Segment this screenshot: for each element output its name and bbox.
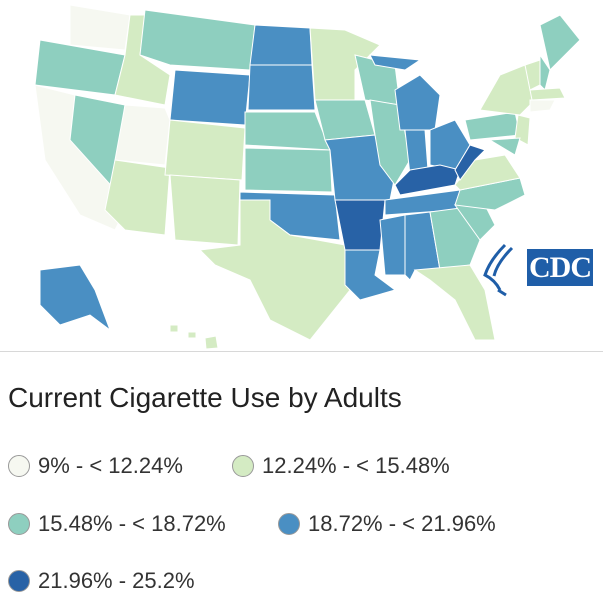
state-hi[interactable]: [187, 331, 197, 339]
legend-item: 9% - < 12.24%: [8, 453, 183, 479]
state-pa[interactable]: [464, 111, 521, 141]
legend-swatch: [232, 455, 254, 477]
state-wv[interactable]: [454, 144, 486, 181]
legend-label: 9% - < 12.24%: [38, 453, 183, 478]
legend-item: 21.96% - 25.2%: [8, 568, 195, 594]
state-ia[interactable]: [314, 99, 376, 141]
state-az[interactable]: [104, 159, 171, 236]
divider: [0, 351, 603, 352]
state-wy[interactable]: [169, 69, 251, 126]
legend-item: 18.72% - < 21.96%: [278, 511, 496, 537]
state-tx[interactable]: [198, 199, 351, 341]
state-md[interactable]: [488, 137, 521, 156]
state-ks[interactable]: [244, 147, 333, 193]
state-fl[interactable]: [413, 264, 496, 341]
legend-label: 12.24% - < 15.48%: [262, 453, 450, 478]
legend-title: Current Cigarette Use by Adults: [8, 382, 402, 413]
legend-item: 15.48% - < 18.72%: [8, 511, 226, 537]
state-me[interactable]: [539, 14, 581, 71]
state-ga[interactable]: [429, 207, 481, 271]
state-ut[interactable]: [114, 104, 171, 166]
legend-swatch: [8, 455, 30, 477]
state-la[interactable]: [344, 249, 397, 301]
legend-label: 21.96% - 25.2%: [38, 568, 195, 593]
state-ak[interactable]: [39, 264, 112, 332]
state-hi[interactable]: [204, 335, 219, 350]
legend-swatch: [8, 570, 30, 592]
legend-label: 18.72% - < 21.96%: [308, 511, 496, 536]
state-mt[interactable]: [139, 9, 256, 71]
cdc-eagle-icon: [483, 243, 514, 297]
state-mi[interactable]: [394, 74, 441, 131]
state-ma[interactable]: [529, 87, 566, 101]
cdc-logo: CDC: [527, 249, 593, 286]
state-ne[interactable]: [244, 111, 331, 151]
legend-label: 15.48% - < 18.72%: [38, 511, 226, 536]
state-nd[interactable]: [249, 24, 313, 66]
state-sd[interactable]: [247, 64, 316, 111]
state-wa[interactable]: [69, 4, 131, 51]
state-ms[interactable]: [379, 214, 406, 276]
state-ar[interactable]: [334, 199, 386, 251]
state-co[interactable]: [164, 119, 246, 181]
legend-swatch: [8, 513, 30, 535]
legend-item: 12.24% - < 15.48%: [232, 453, 450, 479]
state-ct[interactable]: [529, 99, 556, 113]
state-hi[interactable]: [169, 324, 179, 333]
state-nm[interactable]: [169, 174, 241, 246]
us-choropleth-map: [34, 4, 581, 350]
state-mi[interactable]: [369, 54, 422, 71]
legend-swatch: [278, 513, 300, 535]
state-nj[interactable]: [514, 114, 531, 146]
